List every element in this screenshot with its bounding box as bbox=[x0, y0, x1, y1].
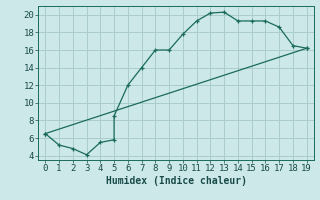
X-axis label: Humidex (Indice chaleur): Humidex (Indice chaleur) bbox=[106, 176, 246, 186]
